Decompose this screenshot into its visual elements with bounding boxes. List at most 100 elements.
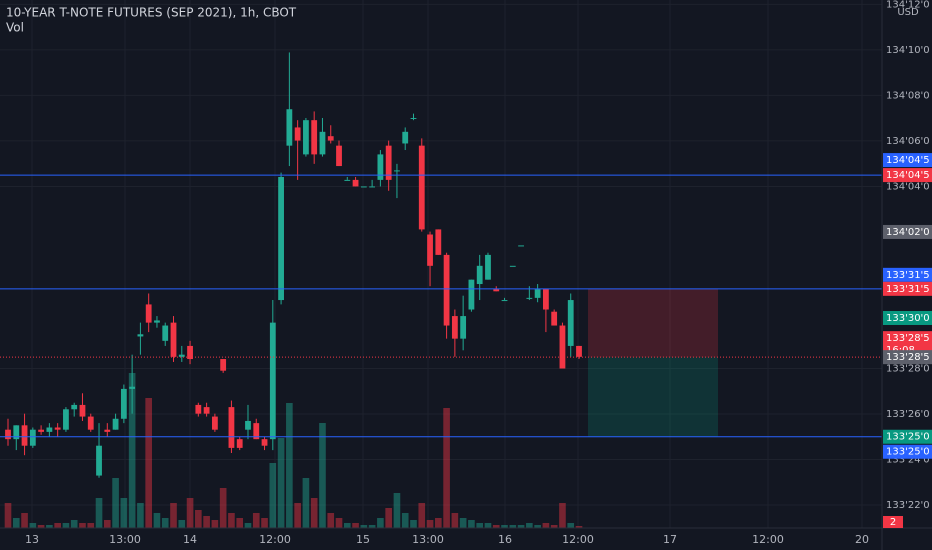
x-tick-label: 12:00 bbox=[752, 533, 784, 546]
candle-body bbox=[129, 386, 136, 389]
x-tick-label: 16 bbox=[498, 533, 512, 546]
volume-bar bbox=[228, 513, 235, 528]
price-label: 133'28'5 bbox=[886, 352, 930, 363]
candle-body bbox=[344, 179, 351, 181]
volume-bar bbox=[269, 463, 277, 528]
candle-body bbox=[162, 325, 169, 341]
volume-bar bbox=[54, 523, 61, 528]
candle-body bbox=[567, 300, 574, 346]
y-tick-label: 134'04'0 bbox=[886, 181, 930, 192]
candle-body bbox=[451, 316, 458, 339]
volume-bar bbox=[29, 523, 37, 528]
volume-bar bbox=[352, 523, 359, 528]
price-label: 133'31'5 bbox=[886, 270, 930, 281]
price-label-box bbox=[883, 224, 932, 239]
volume-bar bbox=[87, 523, 95, 528]
candle-body bbox=[576, 345, 582, 357]
candle-body bbox=[418, 145, 425, 230]
price-label-box bbox=[883, 310, 932, 325]
volume-bar bbox=[178, 520, 186, 528]
volume-bar bbox=[79, 523, 86, 528]
price-label: 133'30'0 bbox=[886, 313, 930, 324]
y-tick-label: 134'12'0 bbox=[886, 0, 930, 10]
price-label-box bbox=[883, 350, 932, 365]
candle-body bbox=[137, 334, 144, 337]
volume-bar bbox=[319, 423, 326, 528]
candle-body bbox=[79, 404, 86, 417]
volume-bar bbox=[103, 520, 111, 528]
candle-body bbox=[485, 254, 491, 280]
candle-body bbox=[402, 131, 409, 144]
candle-body bbox=[369, 186, 376, 188]
volume-bar bbox=[567, 523, 575, 528]
candle-body bbox=[476, 265, 483, 285]
volume-bar bbox=[385, 508, 392, 528]
target-zone bbox=[588, 357, 718, 437]
volume-bar bbox=[501, 525, 508, 528]
candle-body bbox=[54, 427, 61, 430]
chart-title: 10-YEAR T-NOTE FUTURES (SEP 2021), 1h, C… bbox=[6, 6, 297, 20]
candle-body bbox=[493, 289, 500, 292]
candle-body bbox=[154, 320, 160, 323]
volume-bar bbox=[186, 498, 194, 528]
volume-bar bbox=[46, 525, 53, 528]
volume-bar bbox=[62, 523, 70, 528]
candle-body bbox=[509, 265, 516, 267]
volume-bar bbox=[170, 503, 177, 528]
candle-body bbox=[327, 136, 334, 141]
candle-body bbox=[71, 404, 78, 410]
volume-bar bbox=[286, 403, 293, 528]
candle-body bbox=[195, 404, 202, 414]
volume-bar bbox=[360, 525, 368, 528]
volume-bar bbox=[451, 513, 459, 528]
volume-bar bbox=[261, 518, 268, 528]
price-label-box bbox=[883, 168, 932, 183]
candle-body bbox=[112, 418, 119, 430]
volume-bar bbox=[4, 503, 12, 528]
x-tick-label: 17 bbox=[663, 533, 677, 546]
candle-body bbox=[410, 117, 417, 119]
candle-body bbox=[170, 322, 177, 357]
candle-body bbox=[501, 300, 508, 302]
candle-body bbox=[518, 245, 524, 247]
volume-bar bbox=[575, 526, 583, 528]
price-label-box bbox=[883, 267, 932, 282]
volume-bar bbox=[327, 513, 335, 528]
volume-bar bbox=[435, 518, 442, 528]
x-tick-label: 20 bbox=[855, 533, 869, 546]
volume-bar bbox=[21, 513, 28, 528]
volume-bar bbox=[443, 408, 450, 528]
volume-bar bbox=[161, 518, 169, 528]
volume-bar bbox=[112, 478, 119, 528]
y-tick-label: 133'26'0 bbox=[886, 409, 930, 420]
volume-bar bbox=[368, 525, 376, 528]
candle-body bbox=[360, 186, 367, 188]
volume-bar bbox=[277, 438, 285, 528]
price-label-box bbox=[883, 444, 932, 459]
candle-body bbox=[203, 407, 210, 414]
volume-bar bbox=[343, 523, 351, 528]
candle-body bbox=[13, 425, 20, 440]
x-tick-label: 13:00 bbox=[412, 533, 444, 546]
volume-bar bbox=[418, 503, 426, 528]
candle-body bbox=[336, 145, 342, 167]
price-label: 134'04'5 bbox=[886, 170, 930, 181]
candle-body bbox=[534, 289, 541, 298]
x-tick-label: 13 bbox=[25, 533, 39, 546]
candle-body bbox=[443, 254, 450, 326]
volume-bar bbox=[534, 525, 541, 528]
volume-bar bbox=[137, 503, 144, 528]
volume-bar bbox=[195, 510, 202, 528]
volume-bar bbox=[492, 525, 500, 528]
x-tick-label: 15 bbox=[356, 533, 370, 546]
candle-body bbox=[236, 439, 243, 448]
price-label: 133'31'5 bbox=[886, 284, 930, 295]
volume-bar bbox=[335, 518, 343, 528]
volume-bar bbox=[468, 520, 475, 528]
volume-bar bbox=[120, 498, 128, 528]
candle-body bbox=[245, 420, 251, 430]
volume-bar bbox=[252, 513, 260, 528]
price-label: 133'25'0 bbox=[886, 432, 930, 443]
